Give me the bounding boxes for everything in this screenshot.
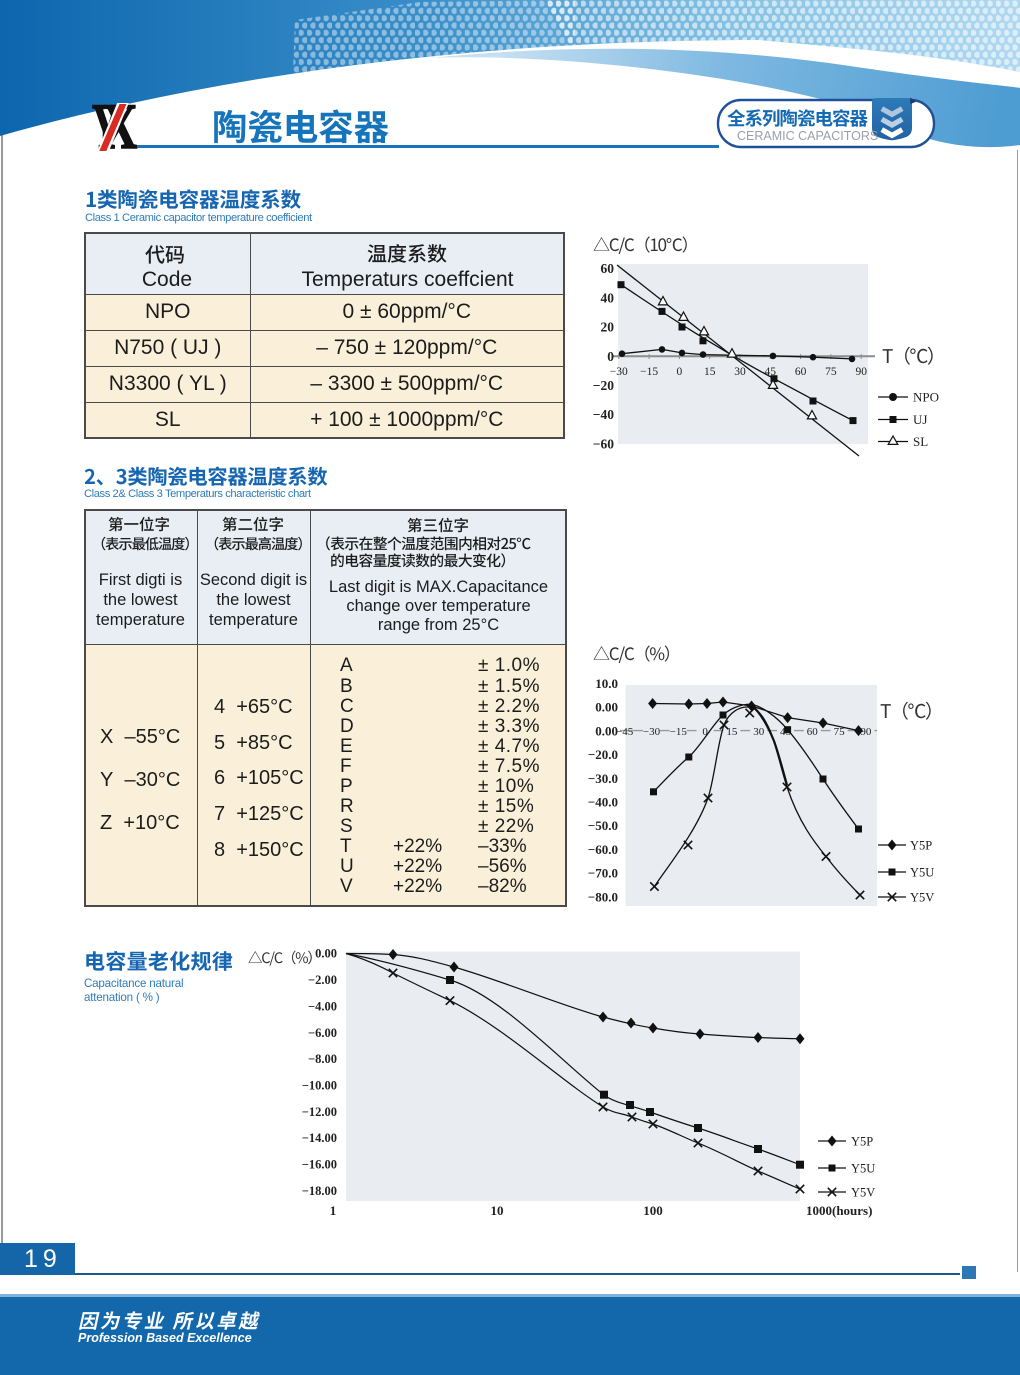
svg-text:0: 0 — [607, 349, 614, 364]
svg-text:0.00: 0.00 — [595, 700, 618, 715]
svg-text:30: 30 — [753, 726, 765, 738]
svg-text:0.00: 0.00 — [315, 947, 337, 961]
svg-text:−14.00: −14.00 — [302, 1131, 337, 1145]
svg-text:90: 90 — [860, 726, 872, 738]
svg-text:−30.0: −30.0 — [588, 771, 618, 786]
svg-text:30: 30 — [734, 366, 746, 378]
svg-text:−8.00: −8.00 — [308, 1052, 337, 1066]
svg-text:90: 90 — [855, 366, 867, 378]
svg-text:15: 15 — [726, 726, 738, 738]
svg-text:−80.0: −80.0 — [588, 889, 618, 904]
svg-text:Y5P: Y5P — [851, 1135, 873, 1149]
svg-text:−70.0: −70.0 — [588, 866, 618, 881]
svg-text:10.0: 10.0 — [595, 676, 618, 691]
svg-text:−45: −45 — [616, 726, 634, 738]
svg-text:−60.0: −60.0 — [588, 842, 618, 857]
svg-text:−15: −15 — [670, 726, 688, 738]
svg-text:−30: −30 — [610, 366, 628, 378]
svg-text:−2.00: −2.00 — [308, 973, 337, 987]
svg-text:−40.0: −40.0 — [588, 795, 618, 810]
svg-text:−30: −30 — [643, 726, 661, 738]
svg-text:60: 60 — [807, 726, 819, 738]
svg-text:45: 45 — [765, 366, 777, 378]
svg-text:−16.00: −16.00 — [302, 1158, 337, 1172]
svg-text:−6.00: −6.00 — [308, 1026, 337, 1040]
svg-text:−4.00: −4.00 — [308, 999, 337, 1013]
svg-text:−10.00: −10.00 — [302, 1079, 337, 1093]
svg-text:1: 1 — [330, 1203, 337, 1218]
svg-text:15: 15 — [704, 366, 716, 378]
svg-text:100: 100 — [643, 1203, 663, 1218]
svg-text:0: 0 — [702, 726, 708, 738]
svg-text:−50.0: −50.0 — [588, 818, 618, 833]
svg-text:75: 75 — [825, 366, 837, 378]
svg-text:SL: SL — [913, 434, 928, 449]
svg-text:Y5P: Y5P — [910, 839, 932, 853]
svg-text:UJ: UJ — [913, 412, 927, 427]
svg-text:Y5V: Y5V — [910, 891, 934, 905]
svg-text:Y5V: Y5V — [851, 1186, 875, 1200]
svg-text:0: 0 — [677, 366, 683, 378]
svg-text:1000(hours): 1000(hours) — [806, 1203, 872, 1218]
svg-text:NPO: NPO — [913, 390, 939, 405]
svg-text:−18.00: −18.00 — [302, 1184, 337, 1198]
svg-text:−40: −40 — [593, 407, 614, 422]
svg-text:Y5U: Y5U — [851, 1162, 875, 1176]
svg-text:−20.0: −20.0 — [588, 747, 618, 762]
svg-text:60: 60 — [795, 366, 807, 378]
svg-text:−60: −60 — [593, 436, 614, 451]
svg-text:20: 20 — [601, 320, 615, 335]
svg-text:60: 60 — [601, 261, 615, 276]
svg-text:0.00: 0.00 — [595, 723, 618, 738]
svg-text:40: 40 — [601, 290, 615, 305]
svg-text:Y5U: Y5U — [910, 866, 934, 880]
svg-text:−15: −15 — [640, 366, 658, 378]
svg-text:−20: −20 — [593, 378, 614, 393]
svg-text:10: 10 — [491, 1203, 504, 1218]
svg-text:75: 75 — [834, 726, 846, 738]
svg-text:−12.00: −12.00 — [302, 1105, 337, 1119]
